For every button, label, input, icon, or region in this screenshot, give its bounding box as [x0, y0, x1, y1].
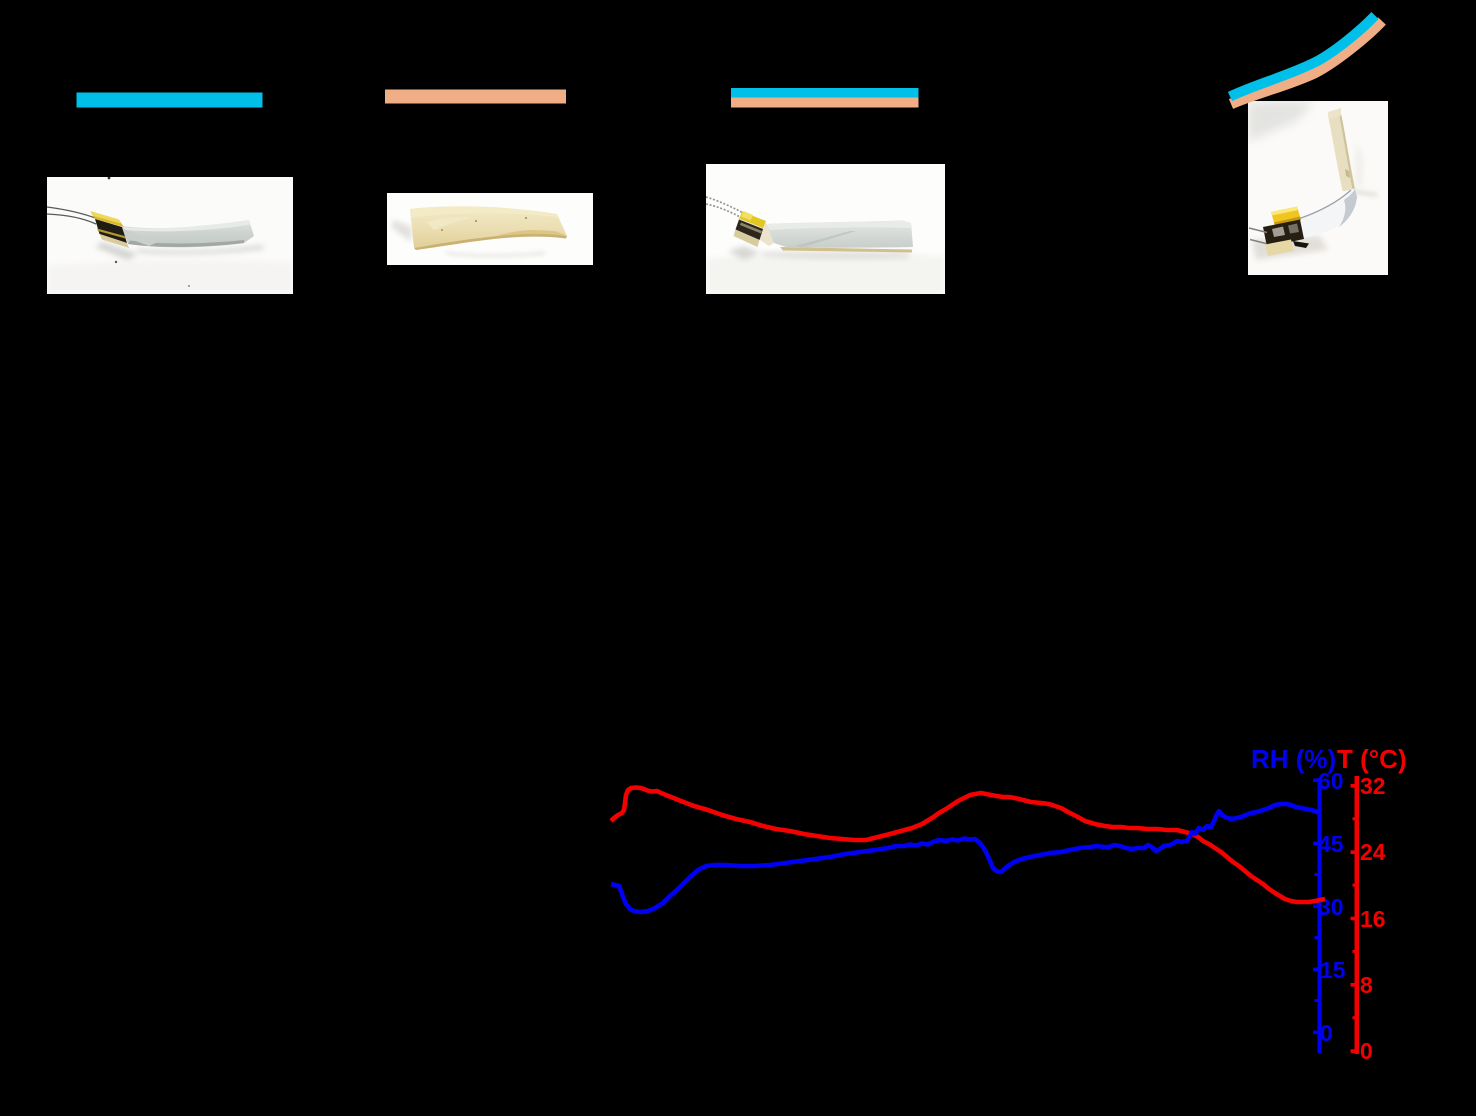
svg-text:8: 8 — [1360, 972, 1373, 998]
svg-text:0: 0 — [1320, 1020, 1333, 1046]
svg-text:T (°C): T (°C) — [1337, 744, 1407, 774]
svg-text:15: 15 — [1320, 957, 1346, 983]
svg-text:16: 16 — [1360, 906, 1386, 932]
svg-text:45: 45 — [1318, 831, 1344, 857]
svg-text:32: 32 — [1360, 773, 1386, 799]
svg-text:24: 24 — [1360, 839, 1386, 865]
svg-text:0: 0 — [1360, 1038, 1373, 1064]
svg-text:RH (%): RH (%) — [1251, 744, 1336, 774]
svg-text:60: 60 — [1318, 768, 1344, 794]
